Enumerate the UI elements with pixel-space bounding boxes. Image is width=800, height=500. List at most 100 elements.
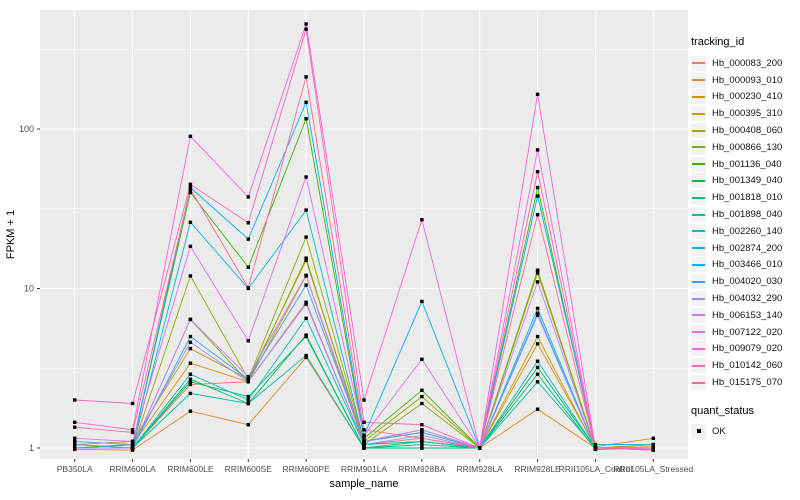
data-point [535, 380, 540, 384]
data-point [130, 448, 135, 452]
data-point [188, 409, 193, 413]
data-point [73, 425, 77, 429]
data-point [130, 401, 135, 406]
legend-line-icon [692, 146, 705, 149]
legend-key-swatch [691, 358, 706, 374]
data-point [420, 401, 424, 406]
legend-item: Hb_001136_040 [691, 156, 799, 173]
legend-entries: Hb_000083_200 Hb_000093_010 Hb_000230_410 H… [691, 55, 799, 391]
legend-item: Hb_001818_010 [691, 189, 799, 206]
data-point [535, 213, 540, 217]
data-point [535, 92, 540, 96]
data-point [535, 170, 540, 174]
legend-item-label: Hb_000408_060 [712, 125, 783, 137]
data-point [130, 446, 135, 450]
legend-item: Hb_004032_290 [691, 290, 799, 307]
legend-key-swatch [691, 55, 706, 71]
data-point [246, 380, 250, 384]
legend-line-icon [692, 347, 705, 350]
legend-item: Hb_000083_200 [691, 55, 799, 72]
data-point [420, 357, 424, 361]
data-point [304, 100, 308, 104]
legend-item: Hb_009079_020 [691, 341, 799, 358]
data-point [304, 353, 308, 358]
legend-item-label: Hb_002874_200 [712, 242, 783, 254]
data-point [304, 256, 308, 260]
legend-item-label: Hb_001136_040 [712, 158, 782, 170]
legend-item-label: Hb_004020_030 [712, 276, 783, 288]
data-point [651, 442, 655, 447]
x-tick-label: RRIM928LE [514, 464, 561, 474]
legend-key-swatch [691, 223, 706, 239]
legend-line-icon [692, 163, 705, 166]
legend-key-swatch [691, 89, 706, 105]
data-point [246, 377, 250, 381]
data-point [535, 372, 540, 376]
legend-line-icon [692, 314, 705, 317]
legend-item-ok: OK [691, 423, 799, 440]
data-point [593, 442, 598, 447]
data-point [362, 446, 366, 450]
data-point [130, 439, 135, 444]
legend-key-swatch [691, 106, 706, 122]
data-point [188, 220, 193, 224]
data-point [362, 442, 366, 447]
legend-line-icon [692, 331, 705, 334]
x-tick-label: RRIM600SE [225, 464, 273, 474]
legend-item: Hb_002874_200 [691, 240, 799, 257]
data-point [188, 182, 193, 186]
data-point [188, 334, 193, 339]
legend-line-icon [692, 95, 705, 98]
y-tick-label: 100 [19, 124, 34, 134]
data-point [420, 439, 424, 444]
legend-item-label: Hb_000230_410 [712, 91, 783, 103]
data-point [535, 311, 540, 315]
data-point [304, 334, 308, 339]
data-point [188, 190, 193, 195]
legend-item-label: Hb_000093_010 [712, 74, 783, 86]
data-point [362, 433, 366, 438]
x-tick-label: RRIM600PE [283, 464, 331, 474]
legend-item-label: Hb_009079_020 [712, 343, 783, 355]
legend-item-label: Hb_007122_020 [712, 326, 783, 338]
data-point [188, 134, 193, 138]
data-point [304, 235, 308, 239]
legend-item: Hb_000230_410 [691, 89, 799, 106]
legend-item: Hb_010142_060 [691, 357, 799, 374]
y-tick-label: 1 [29, 443, 34, 453]
data-point [73, 446, 77, 450]
legend-key-swatch [691, 207, 706, 223]
data-point [420, 430, 424, 435]
legend-key-swatch [691, 274, 706, 290]
legend-item-label: Hb_015175_070 [712, 377, 783, 389]
data-point [246, 401, 250, 406]
legend-title: tracking_id [691, 36, 745, 48]
data-point [188, 361, 193, 365]
black-square-point-icon [696, 429, 701, 434]
legend-key-swatch [691, 257, 706, 273]
data-point [420, 423, 424, 427]
y-tick-label: 10 [24, 284, 34, 294]
legend-item: Hb_006153_140 [691, 307, 799, 324]
data-point [362, 398, 366, 402]
legend-line-icon [692, 381, 705, 384]
legend-line-icon [692, 79, 705, 82]
data-point [73, 420, 77, 424]
legend-line-icon [692, 62, 705, 65]
data-point [73, 436, 77, 440]
data-point [304, 316, 308, 320]
legend-line-icon [692, 179, 705, 182]
data-point [73, 398, 77, 402]
data-point [130, 428, 135, 432]
legend-line-icon [692, 263, 705, 266]
data-point [420, 442, 424, 447]
data-point [304, 273, 308, 277]
data-point [188, 372, 193, 376]
data-point [304, 355, 308, 360]
data-point [535, 407, 540, 411]
data-point [73, 439, 77, 444]
legend-line-icon [692, 247, 705, 250]
data-point [362, 436, 366, 440]
x-tick-label: RRIM928LA [457, 464, 504, 474]
legend-line-icon [692, 364, 705, 367]
